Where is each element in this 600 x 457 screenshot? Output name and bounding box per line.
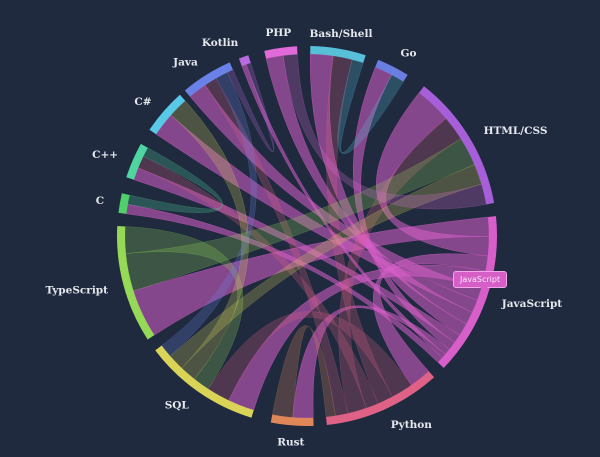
label-java: Java (172, 56, 198, 68)
chord-ribbons (124, 53, 490, 419)
arc-c-[interactable] (126, 143, 148, 180)
chord-arcs (117, 46, 498, 426)
label-python: Python (391, 419, 432, 431)
ribbon[interactable] (338, 118, 462, 414)
ribbon[interactable] (352, 66, 455, 350)
ribbon[interactable] (271, 325, 336, 418)
label-go: Go (401, 47, 417, 59)
label-typescript: TypeScript (46, 284, 109, 296)
label-c-: C++ (92, 149, 118, 161)
arc-javascript[interactable] (437, 216, 498, 368)
arc-sql[interactable] (155, 345, 254, 418)
chord-labels: Go HTML/CSS JavaScript Python Rust SQL TypeScr… (46, 27, 563, 448)
arc-typescript[interactable] (117, 226, 155, 340)
label-c: C (96, 195, 104, 207)
arc-bash-shell[interactable] (310, 46, 366, 63)
arc-kotlin[interactable] (238, 55, 251, 67)
label-sql: SQL (165, 400, 190, 412)
arc-go[interactable] (375, 59, 408, 82)
label-html-css: HTML/CSS (484, 125, 548, 137)
arc-php[interactable] (264, 46, 298, 59)
ribbon[interactable] (241, 64, 446, 359)
ribbon[interactable] (337, 59, 404, 154)
label-php: PHP (265, 27, 291, 39)
label-bash-shell: Bash/Shell (310, 28, 373, 40)
ribbon[interactable] (169, 164, 482, 369)
label-c-: C# (134, 96, 151, 108)
arc-c[interactable] (118, 193, 130, 214)
ribbon[interactable] (137, 155, 379, 409)
hover-tooltip: JavaScript (453, 271, 508, 292)
arc-rust[interactable] (270, 414, 314, 426)
label-kotlin: Kotlin (202, 37, 239, 49)
ribbon[interactable] (126, 204, 443, 363)
arc-java[interactable] (184, 62, 233, 97)
label-javascript: JavaScript (501, 298, 563, 310)
arc-python[interactable] (326, 371, 435, 425)
label-rust: Rust (277, 436, 304, 448)
arc-html-css[interactable] (419, 86, 495, 205)
arc-c-[interactable] (149, 94, 186, 135)
